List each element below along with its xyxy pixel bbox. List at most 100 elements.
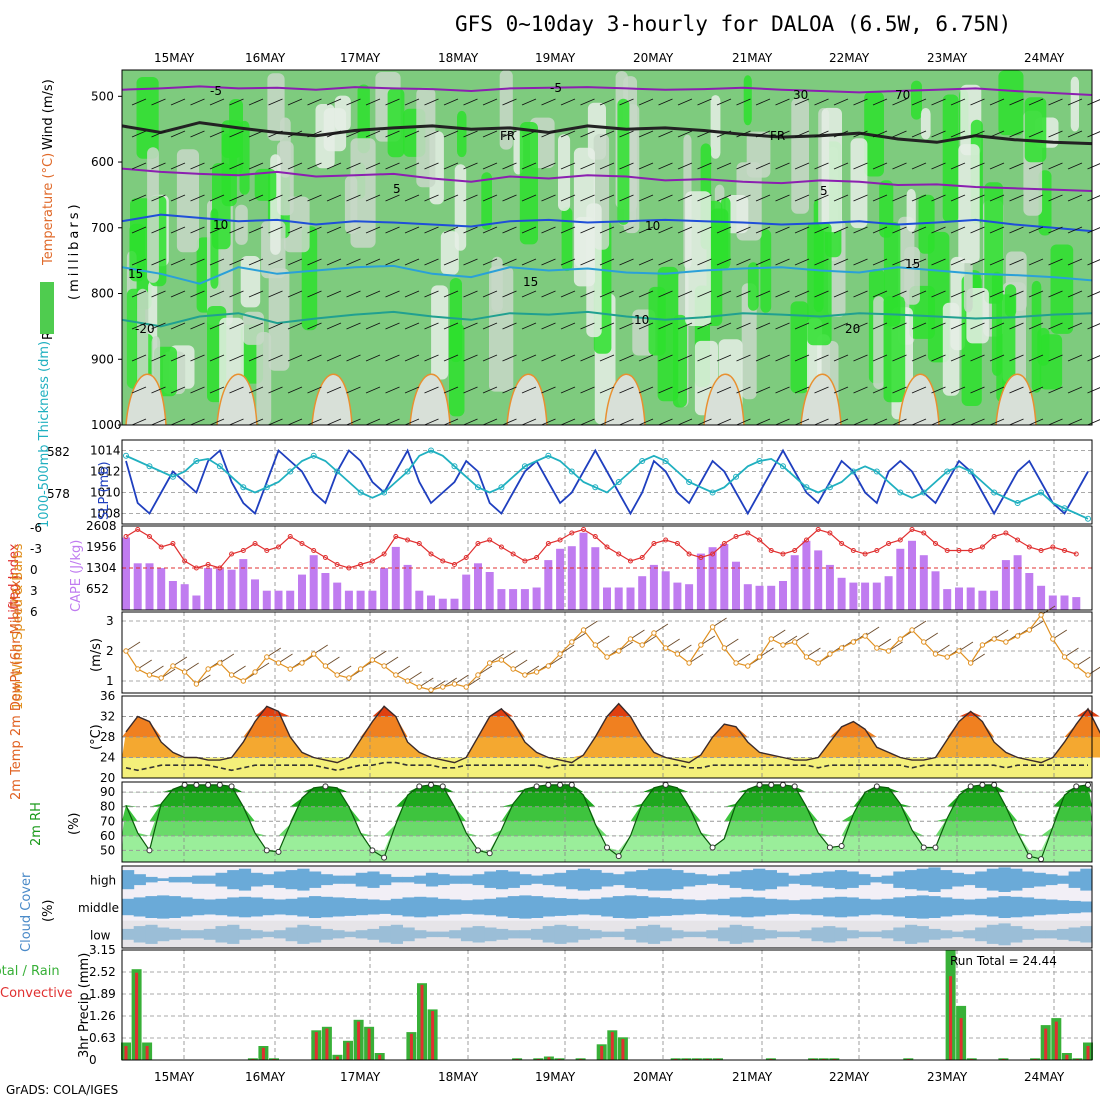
cloud-low-bar bbox=[683, 931, 696, 938]
wind-barb bbox=[560, 418, 576, 426]
wind-barb bbox=[794, 386, 810, 394]
rh-marker bbox=[791, 783, 798, 790]
li-marker bbox=[487, 537, 493, 543]
cape-bar bbox=[380, 568, 389, 610]
rh-marker bbox=[991, 781, 998, 788]
wind-barb-10m bbox=[219, 653, 235, 664]
li-marker bbox=[581, 527, 587, 532]
li-marker bbox=[522, 558, 528, 564]
cloud-high-bar bbox=[940, 870, 953, 890]
cloud-middle-bar bbox=[881, 898, 894, 916]
wind-speed-marker bbox=[792, 639, 798, 645]
wind-barb bbox=[1028, 290, 1044, 298]
cape-bar bbox=[802, 540, 811, 610]
wind-barb bbox=[131, 194, 147, 202]
wind-barb bbox=[931, 98, 946, 106]
cloud-low-bar bbox=[379, 926, 392, 943]
rh-base-band bbox=[122, 850, 1092, 862]
date-label-top: 24MAY bbox=[1024, 51, 1065, 65]
wind-barb bbox=[775, 194, 790, 202]
thickness-marker bbox=[545, 452, 552, 459]
rh-region bbox=[1031, 280, 1042, 393]
wind-barb bbox=[931, 162, 946, 170]
wind-barb bbox=[365, 194, 381, 202]
cloud-high-bar bbox=[227, 870, 240, 890]
li-marker bbox=[205, 562, 211, 567]
wind-speed-marker bbox=[1003, 639, 1009, 645]
cloud-low-bar bbox=[916, 926, 929, 943]
wind-barb bbox=[560, 130, 576, 138]
cloud-high-bar bbox=[145, 876, 158, 883]
wind-barb bbox=[1087, 99, 1100, 106]
wind-speed-marker bbox=[158, 675, 164, 681]
wind-barb bbox=[541, 258, 556, 266]
wind-speed-marker bbox=[674, 651, 681, 657]
wind-barb bbox=[248, 194, 264, 202]
wind-barb bbox=[1087, 131, 1100, 138]
rh-ytick: 70 bbox=[100, 814, 115, 828]
wind-barb bbox=[970, 98, 985, 106]
wind-barb bbox=[404, 194, 420, 202]
wind-barb bbox=[463, 162, 478, 170]
rh-marker bbox=[920, 844, 927, 851]
wind-barb bbox=[151, 322, 166, 330]
rh-region bbox=[344, 175, 358, 234]
wind-barb bbox=[950, 258, 966, 266]
wind-ytick: 1 bbox=[106, 674, 114, 688]
li-marker bbox=[698, 555, 704, 560]
rh-region bbox=[268, 268, 290, 371]
wind-barb bbox=[385, 386, 400, 394]
wind-barb bbox=[307, 290, 322, 298]
rh-region bbox=[958, 144, 980, 264]
thickness-marker bbox=[263, 484, 270, 491]
slp-ytick-right: 1014 bbox=[90, 444, 121, 458]
rh-region bbox=[489, 266, 514, 392]
cloud-high-bar bbox=[975, 871, 988, 888]
upper-ylabel-wind: Wind (m/s) bbox=[41, 79, 56, 150]
cloud-low-bar bbox=[998, 923, 1011, 946]
wind-barb bbox=[482, 418, 498, 426]
li-marker bbox=[146, 534, 152, 539]
thickness-marker bbox=[991, 489, 998, 496]
wind-barb bbox=[1087, 227, 1100, 234]
cloud-low-bar bbox=[390, 924, 403, 944]
wind-barb bbox=[229, 130, 244, 138]
cape-bar bbox=[427, 595, 435, 610]
wind-barb bbox=[892, 418, 907, 426]
wind-barb bbox=[970, 322, 985, 330]
slp-ylabel-right: SLP (mb) bbox=[97, 461, 112, 520]
wind-barb bbox=[482, 386, 498, 394]
cloud-high-bar bbox=[1033, 872, 1046, 887]
thickness-marker bbox=[404, 468, 411, 475]
boundary-layer-contour bbox=[898, 373, 940, 426]
cloud-low-bar bbox=[1045, 930, 1058, 939]
cloud-high-bar bbox=[823, 871, 836, 888]
wind-barb bbox=[326, 162, 342, 170]
wind-speed-marker bbox=[944, 654, 950, 660]
wind-speed-marker bbox=[522, 672, 528, 678]
wind-barb bbox=[463, 226, 478, 234]
cape-bar bbox=[990, 590, 999, 610]
cloud-high-bar bbox=[788, 875, 801, 884]
wind-barb bbox=[619, 322, 634, 330]
wind-barb bbox=[521, 386, 537, 394]
li-ytick: -3 bbox=[30, 542, 42, 556]
wind-barb bbox=[151, 418, 166, 426]
wind-barb-10m bbox=[724, 638, 739, 649]
cloud-high-bar bbox=[986, 868, 999, 891]
li-marker bbox=[440, 558, 446, 564]
li-marker bbox=[416, 541, 422, 546]
wind-barb bbox=[443, 290, 459, 298]
cloud-high-bar bbox=[519, 874, 532, 886]
wind-speed-marker bbox=[252, 669, 258, 675]
li-marker bbox=[921, 530, 927, 536]
cloud-low-bar bbox=[297, 924, 310, 944]
li-marker bbox=[721, 541, 727, 546]
wind-barb bbox=[346, 162, 361, 170]
wind-barb bbox=[1048, 226, 1063, 234]
wind-barb bbox=[365, 98, 381, 106]
cloud-layer-label: middle bbox=[78, 901, 119, 915]
wind-barb bbox=[268, 386, 283, 394]
cape-bar bbox=[356, 590, 365, 610]
rh-marker bbox=[416, 783, 423, 790]
